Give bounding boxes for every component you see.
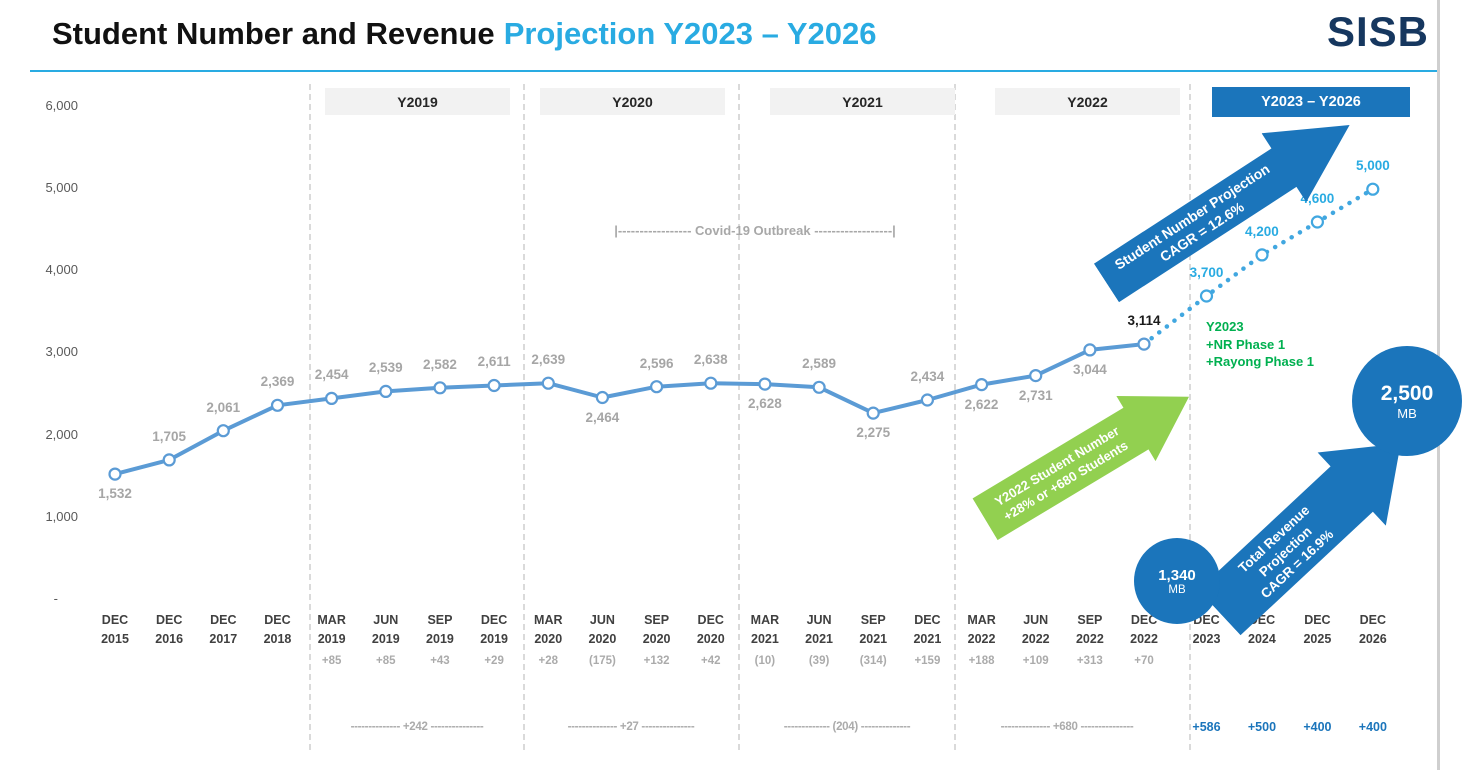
group-total-y2022: -------------- +680 --------------- <box>1000 721 1134 733</box>
group-total-y2019: -------------- +242 --------------- <box>350 721 484 733</box>
title-underline-rule <box>30 70 1437 72</box>
group-total-y2020: -------------- +27 --------------- <box>567 721 695 733</box>
phase-note-line: Y2023 <box>1206 319 1244 334</box>
phase-note-line: +Rayong Phase 1 <box>1206 354 1315 369</box>
title-blue-part: Projection Y2023 – Y2026 <box>503 16 877 51</box>
revenue-end-value: 2,500 <box>1380 381 1434 405</box>
data-point-marker <box>704 376 718 390</box>
covid-outbreak-annotation: |----------------- Covid-19 Outbreak ---… <box>614 223 896 238</box>
data-point-marker <box>866 406 880 420</box>
page-title: Student Number and Revenue Projection Y20… <box>52 16 877 52</box>
phase-note-line: +NR Phase 1 <box>1206 336 1286 352</box>
data-point-marker <box>758 377 772 391</box>
data-point-marker <box>1137 337 1151 351</box>
data-point-marker <box>1029 369 1043 383</box>
year-header-y2020: Y2020 <box>540 88 725 115</box>
data-point-marker <box>1255 248 1269 262</box>
data-point-marker <box>162 453 176 467</box>
data-point-marker <box>487 378 501 393</box>
data-point-marker <box>270 398 285 412</box>
data-point-marker <box>649 380 664 394</box>
data-point-marker <box>920 393 935 407</box>
revenue-start-bubble: 1,340 MB <box>1134 538 1220 624</box>
data-point-marker <box>541 376 555 390</box>
sisb-logo: SISB <box>1326 8 1429 55</box>
data-point-marker <box>974 378 989 392</box>
historical-series-line <box>113 342 1146 477</box>
data-point-marker <box>433 381 447 395</box>
year-header-y2021: Y2021 <box>770 88 955 115</box>
data-point-marker <box>379 384 393 398</box>
revenue-end-bubble: 2,500 MB <box>1352 346 1462 456</box>
year-header-y2019: Y2019 <box>325 88 510 115</box>
phase-expansion-note: Y2023 +NR Phase 1 +Rayong Phase 1 <box>1206 318 1314 371</box>
revenue-end-unit: MB <box>1397 405 1417 421</box>
group-total-y2021: ------------- (204) -------------- <box>783 721 911 733</box>
data-point-marker <box>595 390 610 405</box>
year-header-y2022: Y2022 <box>995 88 1180 115</box>
data-point-marker <box>216 424 230 438</box>
data-point-marker <box>812 380 826 394</box>
data-point-marker <box>1083 343 1097 357</box>
revenue-start-value: 1,340 <box>1158 566 1196 584</box>
title-black-part: Student Number and Revenue <box>52 16 495 51</box>
year-header-projection: Y2023 – Y2026 <box>1212 87 1410 117</box>
data-point-marker <box>1199 289 1214 303</box>
data-point-marker <box>108 467 122 481</box>
revenue-start-unit: MB <box>1168 583 1186 596</box>
data-point-marker <box>1366 182 1380 196</box>
data-point-marker <box>1310 215 1325 229</box>
data-point-marker <box>325 391 339 405</box>
